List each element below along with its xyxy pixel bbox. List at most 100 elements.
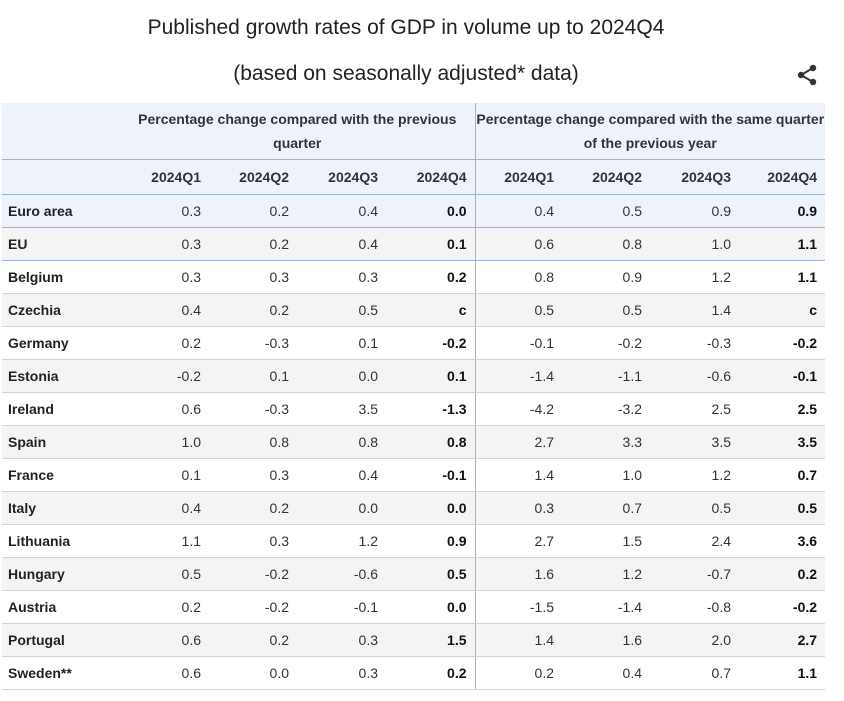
yoy-value-cell: 0.6 — [474, 227, 563, 261]
qoq-value-cell: 0.4 — [120, 293, 209, 327]
qoq-value-cell: 0.1 — [120, 458, 209, 492]
qoq-value-cell: 0.2 — [120, 326, 209, 360]
table-row: Sweden** 0.6 0.0 0.3 0.2 0.2 0.4 0.7 1.1 — [2, 656, 826, 690]
qoq-value-cell: 0.1 — [386, 227, 476, 261]
yoy-value-cell: 0.5 — [650, 491, 740, 525]
qoq-value-cell: -0.2 — [386, 326, 476, 360]
yoy-value-cell: -1.4 — [562, 590, 651, 624]
table-row: EU 0.3 0.2 0.4 0.1 0.6 0.8 1.0 1.1 — [2, 227, 826, 261]
yoy-value-cell: 3.5 — [739, 425, 826, 459]
yoy-value-cell: -0.2 — [739, 590, 826, 624]
yoy-value-cell: -0.2 — [562, 326, 651, 360]
yoy-value-cell: 0.8 — [474, 260, 563, 294]
table-row: France 0.1 0.3 0.4 -0.1 1.4 1.0 1.2 0.7 — [2, 458, 826, 492]
qoq-value-cell: 0.5 — [386, 557, 476, 591]
country-label: Czechia — [8, 302, 61, 318]
table-row: Germany 0.2 -0.3 0.1 -0.2 -0.1 -0.2 -0.3 -0.2 — [2, 326, 826, 360]
qoq-value-cell: 0.4 — [297, 194, 386, 228]
yoy-value-cell: -0.1 — [739, 359, 826, 393]
qoq-value-cell: 0.6 — [120, 392, 209, 426]
quarter-header-row: 2024Q1 2024Q2 2024Q3 2024Q4 2024Q1 2024Q… — [2, 159, 826, 195]
yoy-value-cell: -0.6 — [650, 359, 740, 393]
yoy-value-cell: -1.1 — [562, 359, 651, 393]
yoy-value-cell: 1.4 — [650, 293, 740, 327]
qoq-value-cell: 0.4 — [120, 491, 209, 525]
table-row: Estonia -0.2 0.1 0.0 0.1 -1.4 -1.1 -0.6 -0.1 — [2, 359, 826, 393]
qoq-quarter-header: 2024Q2 — [209, 159, 297, 195]
yoy-value-cell: 2.5 — [739, 392, 826, 426]
table-row: Italy 0.4 0.2 0.0 0.0 0.3 0.7 0.5 0.5 — [2, 491, 826, 525]
qoq-value-cell: 0.3 — [120, 260, 209, 294]
yoy-value-cell: -4.2 — [474, 392, 563, 426]
qoq-value-cell: 0.9 — [386, 524, 476, 558]
chart-subtitle: (based on seasonally adjusted* data) — [233, 62, 579, 85]
qoq-value-cell: c — [386, 293, 476, 327]
qoq-value-cell: 0.5 — [120, 557, 209, 591]
yoy-value-cell: 0.4 — [474, 194, 563, 228]
country-label: Spain — [8, 434, 47, 450]
qoq-value-cell: 0.3 — [297, 656, 386, 690]
qoq-value-cell: -0.2 — [209, 557, 297, 591]
yoy-quarter-header: 2024Q4 — [739, 159, 826, 195]
yoy-value-cell: 0.4 — [562, 656, 651, 690]
yoy-value-cell: 0.8 — [562, 227, 651, 261]
yoy-value-cell: 0.9 — [562, 260, 651, 294]
yoy-value-cell: 1.6 — [474, 557, 563, 591]
qoq-value-cell: 1.0 — [120, 425, 209, 459]
yoy-value-cell: 1.2 — [562, 557, 651, 591]
qoq-value-cell: 0.0 — [297, 359, 386, 393]
qoq-value-cell: -0.1 — [297, 590, 386, 624]
yoy-value-cell: 2.7 — [474, 524, 563, 558]
country-label: Estonia — [8, 368, 59, 384]
country-name: Belgium — [2, 260, 120, 294]
country-name: Spain — [2, 425, 120, 459]
qoq-value-cell: 0.2 — [120, 590, 209, 624]
qoq-value-cell: 0.3 — [209, 260, 297, 294]
country-label: Belgium — [8, 269, 64, 285]
country-name: Italy — [2, 491, 120, 525]
country-label: Austria — [8, 599, 57, 615]
qoq-value-cell: 0.2 — [209, 293, 297, 327]
qoq-value-cell: 0.8 — [209, 425, 297, 459]
yoy-value-cell: -0.2 — [739, 326, 826, 360]
yoy-value-cell: 0.5 — [474, 293, 563, 327]
yoy-quarter-header: 2024Q3 — [650, 159, 740, 195]
yoy-value-cell: -0.3 — [650, 326, 740, 360]
yoy-value-cell: -0.1 — [474, 326, 563, 360]
qoq-value-cell: 1.1 — [120, 524, 209, 558]
qoq-value-cell: 1.2 — [297, 524, 386, 558]
country-label: Sweden — [8, 665, 61, 681]
yoy-value-cell: 1.4 — [474, 458, 563, 492]
country-label: Ireland — [8, 401, 54, 417]
qoq-value-cell: 0.2 — [386, 260, 476, 294]
yoy-value-cell: 3.3 — [562, 425, 651, 459]
yoy-value-cell: 1.6 — [562, 623, 651, 657]
table-row: Czechia 0.4 0.2 0.5 c 0.5 0.5 1.4 c — [2, 293, 826, 327]
qoq-value-cell: -0.1 — [386, 458, 476, 492]
yoy-value-cell: 1.0 — [562, 458, 651, 492]
yoy-value-cell: 0.7 — [650, 656, 740, 690]
gdp-growth-table: Percentage change compared with the prev… — [2, 103, 826, 690]
share-icon[interactable] — [796, 64, 818, 86]
qoq-value-cell: 0.1 — [297, 326, 386, 360]
table-row: Ireland 0.6 -0.3 3.5 -1.3 -4.2 -3.2 2.5 2.5 — [2, 392, 826, 426]
yoy-value-cell: 3.6 — [739, 524, 826, 558]
yoy-value-cell: 0.2 — [739, 557, 826, 591]
country-name: Ireland — [2, 392, 120, 426]
qoq-value-cell: 0.0 — [209, 656, 297, 690]
quarter-header-blank — [2, 159, 120, 195]
qoq-value-cell: 0.4 — [297, 458, 386, 492]
yoy-value-cell: -0.7 — [650, 557, 740, 591]
qoq-value-cell: 0.1 — [386, 359, 476, 393]
table-row: Portugal 0.6 0.2 0.3 1.5 1.4 1.6 2.0 2.7 — [2, 623, 826, 657]
qoq-value-cell: -0.2 — [209, 590, 297, 624]
country-label: France — [8, 467, 54, 483]
country-label: EU — [8, 236, 28, 252]
qoq-value-cell: -1.3 — [386, 392, 476, 426]
country-label: Lithuania — [8, 533, 71, 549]
yoy-value-cell: 2.7 — [739, 623, 826, 657]
qoq-quarter-header: 2024Q4 — [386, 159, 476, 195]
country-name: Sweden** — [2, 656, 120, 690]
qoq-value-cell: 3.5 — [297, 392, 386, 426]
yoy-value-cell: c — [739, 293, 826, 327]
